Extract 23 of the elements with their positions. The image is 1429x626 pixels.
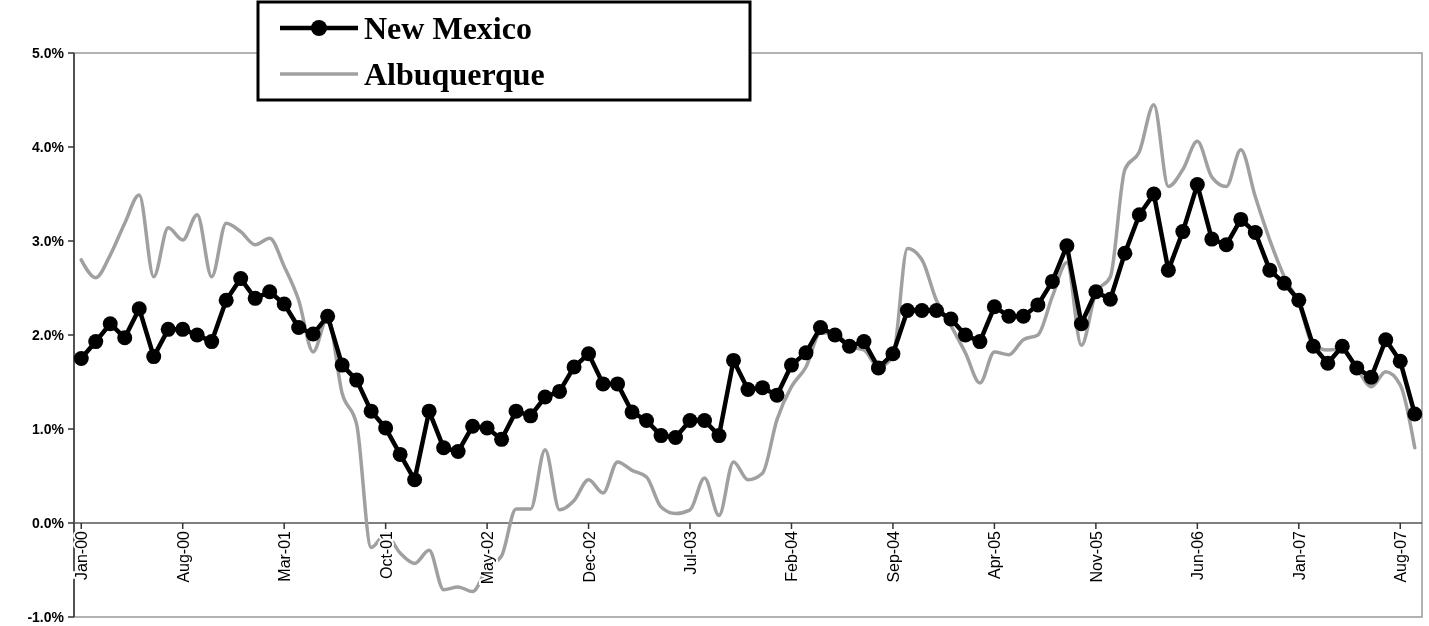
x-tick-label: Jul-03: [682, 530, 700, 575]
legend-label: Albuquerque: [364, 56, 545, 92]
x-tick-label: Mar-01: [276, 530, 294, 582]
x-tick-label: Jun-06: [1189, 530, 1207, 580]
y-tick-label: 4.0%: [32, 139, 65, 155]
x-tick-label: Oct-01: [377, 530, 395, 580]
y-tick-label: 1.0%: [32, 421, 65, 437]
y-tick-label: 0.0%: [32, 515, 65, 531]
y-tick-label: -1.0%: [27, 609, 65, 625]
x-tick-label: Apr-05: [986, 530, 1004, 580]
x-tick-label: Aug-00: [174, 530, 192, 583]
x-tick-label: Feb-04: [783, 530, 801, 582]
x-tick-label: Jan-00: [73, 530, 91, 580]
x-tick-label: May-02: [479, 530, 497, 585]
y-tick-label: 5.0%: [32, 45, 65, 61]
x-tick-label: Dec-02: [580, 530, 598, 583]
x-tick-label: Sep-04: [884, 530, 902, 583]
legend-label: New Mexico: [364, 10, 532, 46]
x-tick-label: Aug-07: [1392, 530, 1410, 583]
x-tick-label: Nov-05: [1087, 530, 1105, 583]
y-tick-label: 2.0%: [32, 327, 65, 343]
y-tick-label: 3.0%: [32, 233, 65, 249]
x-tick-label: Jan-07: [1290, 530, 1308, 580]
